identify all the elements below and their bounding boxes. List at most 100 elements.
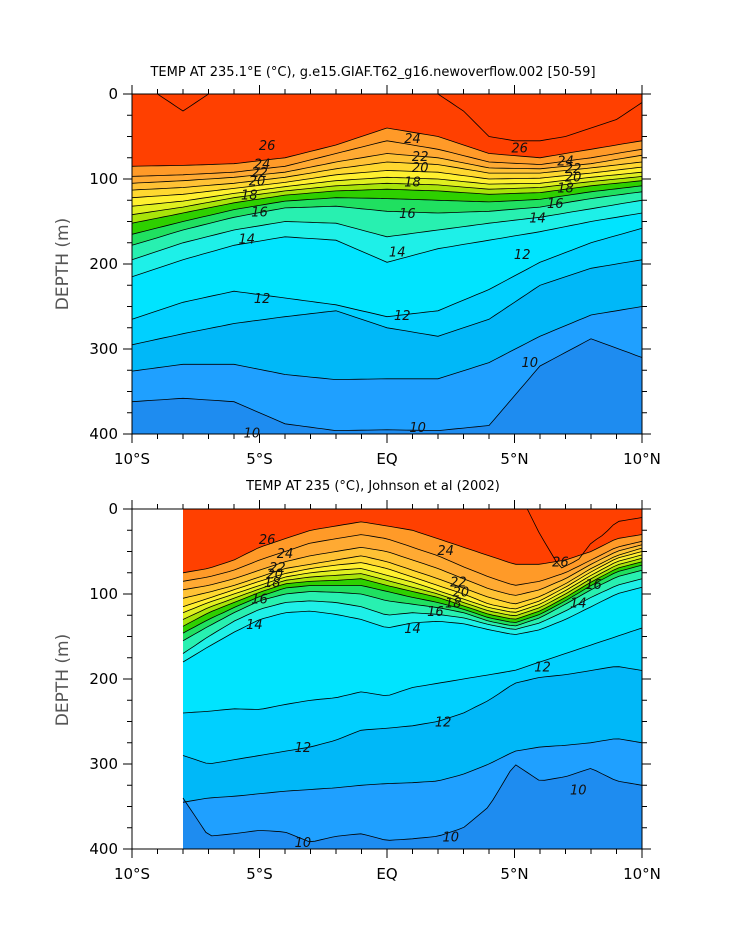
contour-label: 20 — [453, 586, 470, 601]
y-tick-label: 300 — [89, 340, 118, 358]
contour-label: 12 — [534, 660, 551, 675]
contour-label: 24 — [254, 158, 271, 173]
y-tick-label: 400 — [89, 425, 118, 443]
x-tick-label: 5°N — [500, 865, 528, 883]
isotherm-10 — [131, 338, 643, 432]
y-tick-label: 0 — [108, 85, 118, 103]
contour-label: 18 — [404, 176, 421, 191]
contour-label: 12 — [394, 309, 411, 324]
contour-label: 24 — [557, 154, 574, 169]
contour-label: 16 — [251, 592, 268, 607]
isotherm-20 — [131, 171, 643, 207]
x-tick-label: 10°N — [623, 450, 661, 468]
isotherm-15 — [131, 199, 643, 261]
isotherm-22 — [131, 161, 643, 191]
isotherm-25 — [131, 127, 643, 167]
y-tick-label: 200 — [89, 255, 118, 273]
contour-label: 14 — [404, 622, 421, 637]
contour-label: 14 — [389, 245, 406, 260]
isotherm-11 — [131, 306, 643, 381]
y-tick-label: 200 — [89, 670, 118, 688]
isotherm-10 — [182, 764, 643, 843]
isotherm-19 — [182, 557, 643, 620]
contour-label: 22 — [450, 575, 467, 590]
contour-label: 26 — [259, 139, 276, 154]
isotherm-21 — [131, 166, 643, 199]
isotherm-25 — [182, 521, 643, 574]
y-tick-label: 300 — [89, 755, 118, 773]
contour-label: 14 — [246, 618, 263, 633]
isotherm-16 — [131, 191, 643, 246]
isotherm-20 — [182, 554, 643, 614]
isotherm-23 — [182, 544, 643, 596]
isotherm-12 — [182, 666, 643, 764]
contour-label: 12 — [254, 292, 271, 307]
x-tick-label: 10°S — [114, 450, 150, 468]
contour-label: 20 — [249, 175, 266, 190]
contour-label: 22 — [269, 561, 286, 576]
x-tick-label: EQ — [376, 450, 397, 468]
isotherm-17 — [131, 185, 643, 235]
contour-label: 26 — [552, 556, 569, 571]
x-tick-label: EQ — [376, 865, 397, 883]
contour-label: 18 — [557, 182, 574, 197]
isotherm-14 — [131, 212, 643, 278]
isotherm-16 — [182, 569, 643, 642]
contour-label: 12 — [514, 248, 531, 263]
contour-label: 12 — [295, 741, 312, 756]
contour-label: 16 — [547, 197, 564, 212]
contour-label: 18 — [445, 597, 462, 612]
isotherm-22 — [182, 547, 643, 605]
isotherm-17 — [182, 564, 643, 634]
contour-label: 10 — [443, 830, 460, 845]
y-axis-label: DEPTH (m) — [53, 634, 73, 726]
x-tick-label: 10°S — [114, 865, 150, 883]
isotherm-18 — [131, 180, 643, 224]
contour-label: 18 — [264, 576, 281, 591]
band-10 — [132, 338, 642, 434]
contour-label: 14 — [570, 597, 587, 612]
isotherm-13 — [182, 627, 643, 714]
contour-label: 24 — [437, 544, 454, 559]
isotherm-12 — [131, 259, 643, 346]
contour-label: 10 — [522, 356, 539, 371]
contour-label: 22 — [412, 150, 429, 165]
y-tick-label: 100 — [89, 170, 118, 188]
contour-label: 26 — [511, 142, 528, 157]
contour-label: 24 — [404, 132, 421, 147]
contour-label: 10 — [409, 421, 426, 436]
panel-top: TEMP AT 235.1°E (°C), g.e15.GIAF.T62_g16… — [53, 65, 661, 468]
band-10 — [183, 764, 642, 849]
contour-label: 10 — [570, 784, 587, 799]
contour-label: 16 — [585, 578, 602, 593]
y-axis-label: DEPTH (m) — [53, 218, 73, 310]
contour-label: 14 — [239, 233, 256, 248]
contour-label: 26 — [259, 533, 276, 548]
isotherm-11 — [182, 738, 643, 803]
y-tick-label: 0 — [108, 500, 118, 518]
contour-label: 12 — [435, 716, 452, 731]
isotherm-23 — [131, 153, 643, 184]
y-tick-label: 100 — [89, 585, 118, 603]
x-tick-label: 10°N — [623, 865, 661, 883]
x-tick-label: 5°S — [246, 450, 273, 468]
contour-label: 20 — [412, 161, 429, 176]
isotherm-18 — [182, 561, 643, 627]
contour-label: 18 — [241, 188, 258, 203]
contour-label: 22 — [565, 162, 582, 177]
y-tick-label: 400 — [89, 840, 118, 858]
isotherm-24 — [182, 534, 643, 586]
x-tick-label: 5°S — [246, 865, 273, 883]
isotherm-24 — [131, 140, 643, 177]
contour-label: 16 — [251, 205, 268, 220]
contour-label: 22 — [251, 166, 268, 181]
x-tick-label: 5°N — [500, 450, 528, 468]
contour-label: 20 — [565, 170, 582, 185]
panel-title: TEMP AT 235.1°E (°C), g.e15.GIAF.T62_g16… — [149, 65, 595, 80]
isotherm-14 — [182, 586, 643, 663]
isotherm-21 — [182, 551, 643, 610]
contour-label: 20 — [267, 568, 284, 583]
contour-label: 14 — [529, 211, 546, 226]
